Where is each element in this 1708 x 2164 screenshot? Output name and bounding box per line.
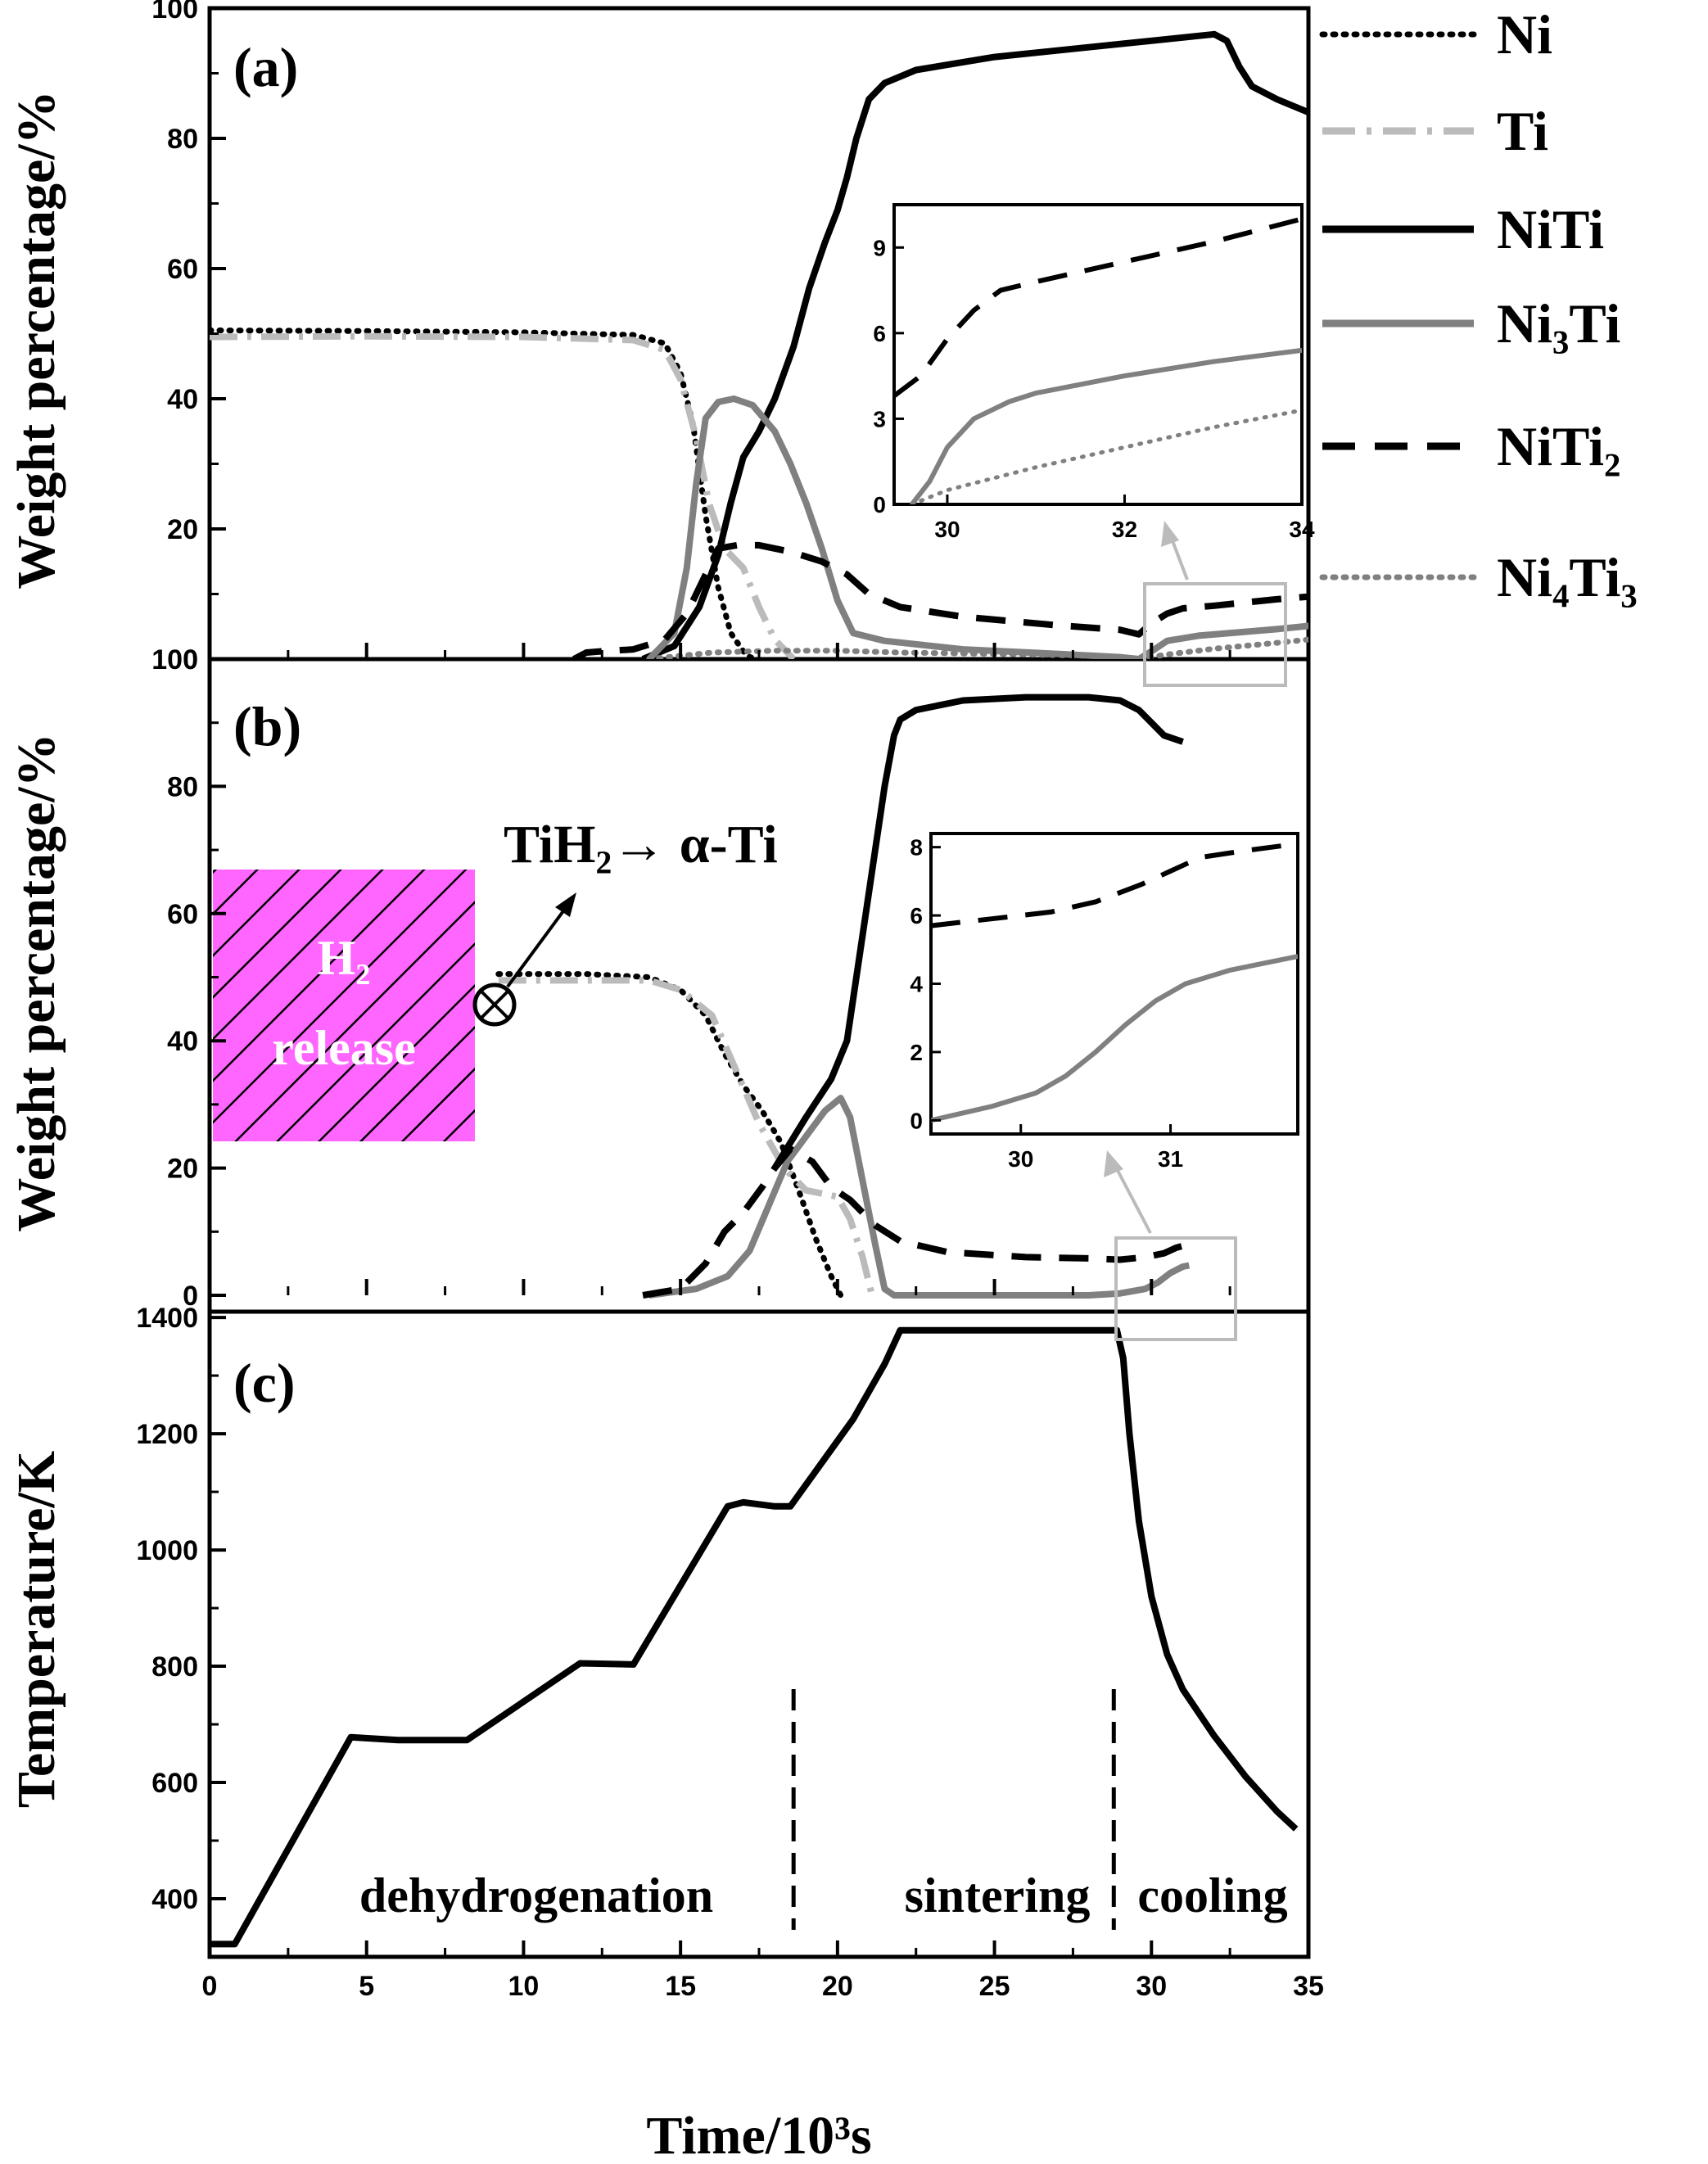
inset-ticks: 0 3 6 9 30 32 34 0 2 4 6 8 30 31 (873, 235, 1315, 1172)
legend-label-ni3ti: Ni₃Ti (1497, 292, 1620, 355)
stage-label-cooling: cooling (1137, 1868, 1287, 1922)
panel-b-ytick-label: 60 (167, 899, 198, 930)
inset-b-ytick-label: 4 (910, 972, 923, 997)
legend-label-niti2: NiTi₂ (1497, 415, 1620, 477)
zoom-box-a (1143, 582, 1287, 687)
inset-a-frame (892, 203, 1304, 506)
inset-b-niti2-line (931, 841, 1298, 928)
inset-b-series (931, 841, 1298, 1123)
panel-a-ytick-label: 0 (183, 644, 198, 675)
panel-a-ni4ti3-line (646, 636, 1308, 659)
inset-a-niti2-line (894, 216, 1302, 398)
zoom-box-b (1114, 1236, 1237, 1341)
inset-a-xtick-label: 32 (1112, 517, 1137, 542)
inset-a-ytick-label: 3 (873, 406, 886, 431)
zoom-arrowhead-a (1161, 521, 1179, 547)
ylabel-b: Weight percentage/% (7, 733, 66, 1231)
inset-a-ni3ti-line (910, 347, 1302, 504)
inset-b-xtick-label: 30 (1008, 1146, 1033, 1172)
inset-b-ytick-label: 8 (910, 835, 923, 861)
panel-b-niti-line (771, 693, 1184, 1170)
ylabel-a: Weight percentage/% (7, 90, 66, 589)
xtick-label: 20 (822, 1971, 853, 2002)
panel-b-ni-line (495, 971, 844, 1299)
panel-c-ytick-label: 800 (151, 1651, 198, 1683)
inset-b-ytick-label: 0 (910, 1108, 923, 1133)
inset-b-ytick-label: 6 (910, 903, 923, 928)
panel-b-niti2-line (642, 1145, 1191, 1299)
panel-c-ytick-label: 400 (151, 1884, 198, 1915)
panel-a-ytick-label: 80 (167, 124, 198, 155)
reaction-annotation: TiH₂→ α-Ti (504, 815, 778, 874)
panel-c-ytick-label: 1200 (136, 1419, 198, 1450)
panel-a-series (210, 30, 1308, 659)
panel-label-b: (b) (233, 695, 301, 757)
inset-b-xtick-label: 31 (1158, 1146, 1183, 1172)
tih2-marker-x2 (479, 989, 510, 1020)
panel-c-ytick-label: 1400 (136, 1303, 198, 1334)
panel-a-ti-line (210, 332, 797, 659)
inset-a-ytick-label: 6 (873, 321, 886, 346)
panel-b-ytick-label: 80 (167, 771, 198, 802)
xlabel: Time/10³s (646, 2106, 871, 2164)
legend-label-ni: Ni (1497, 3, 1552, 66)
panel-b-ti-line (498, 977, 875, 1296)
legend: Ni Ti NiTi Ni₃Ti NiTi₂ Ni₄Ti₃ (1319, 3, 1638, 608)
xtick-label: 25 (979, 1971, 1010, 2002)
legend-label-ti: Ti (1497, 100, 1548, 162)
zoom-arrowhead-b (1104, 1150, 1123, 1177)
panel-b-ytick-label: 100 (151, 644, 198, 675)
h2-release-hatch (213, 870, 475, 1141)
zoom-arrow-b (1112, 1162, 1152, 1234)
h2-box-line2: release (272, 1021, 415, 1075)
panel-a-ni3ti-line (646, 395, 1308, 659)
h2-box-line1: H₂ (318, 931, 371, 985)
panel-a-ni-line (210, 328, 759, 659)
panel-a-ytick-label: 20 (167, 514, 198, 545)
inset-a-xtick-label: 34 (1289, 517, 1315, 542)
panel-c-frame (207, 1309, 1311, 1959)
xtick-label: 35 (1293, 1971, 1324, 2002)
panel-c-ytick-label: 600 (151, 1768, 198, 1799)
tih2-arrowhead (555, 892, 576, 917)
panel-a-niti-line (641, 30, 1308, 659)
stage-label-sintering: sintering (905, 1868, 1091, 1922)
xtick-label: 10 (508, 1971, 540, 2002)
panel-a-ytick-label: 60 (167, 254, 198, 285)
ylabel-c: Temperature/K (7, 1451, 66, 1808)
inset-a-ytick-label: 0 (873, 492, 886, 517)
panel-label-c: (c) (233, 1352, 295, 1414)
tih2-arrow (506, 907, 567, 988)
inset-a-series (894, 216, 1302, 504)
stage-label-dehydrogenation: dehydrogenation (359, 1868, 713, 1922)
panel-label-a: (a) (233, 36, 298, 98)
panel-c-ytick-label: 1000 (136, 1535, 198, 1566)
panel-b-ytick-label: 0 (183, 1281, 198, 1312)
panel-a-ytick-label: 100 (151, 0, 198, 25)
xtick-label: 0 (202, 1971, 218, 2002)
inset-b-ytick-label: 2 (910, 1040, 923, 1065)
inset-a-xtick-label: 30 (934, 517, 960, 542)
inset-b-ni3ti-line (931, 954, 1298, 1123)
xtick-label: 5 (359, 1971, 374, 2002)
panel-a-ytick-label: 40 (167, 384, 198, 415)
panel-b-ytick-label: 40 (167, 1026, 198, 1057)
legend-label-ni4ti3: Ni₄Ti₃ (1497, 546, 1638, 608)
xtick-label: 30 (1136, 1971, 1167, 2002)
axis-ticks: 0204060801000204060801004006008001000120… (136, 0, 1324, 2002)
inset-a-ytick-label: 9 (873, 235, 886, 260)
legend-label-niti: NiTi (1497, 198, 1604, 260)
panel-a-niti2-line (572, 541, 1308, 659)
inset-b-frame (929, 832, 1299, 1136)
panel-b-ytick-label: 20 (167, 1154, 198, 1185)
inset-a-ni4ti3-line (910, 408, 1302, 504)
panel-c-temperature-line (210, 1326, 1299, 1948)
xtick-label: 15 (665, 1971, 696, 2002)
panel-c-series (210, 1326, 1299, 1948)
